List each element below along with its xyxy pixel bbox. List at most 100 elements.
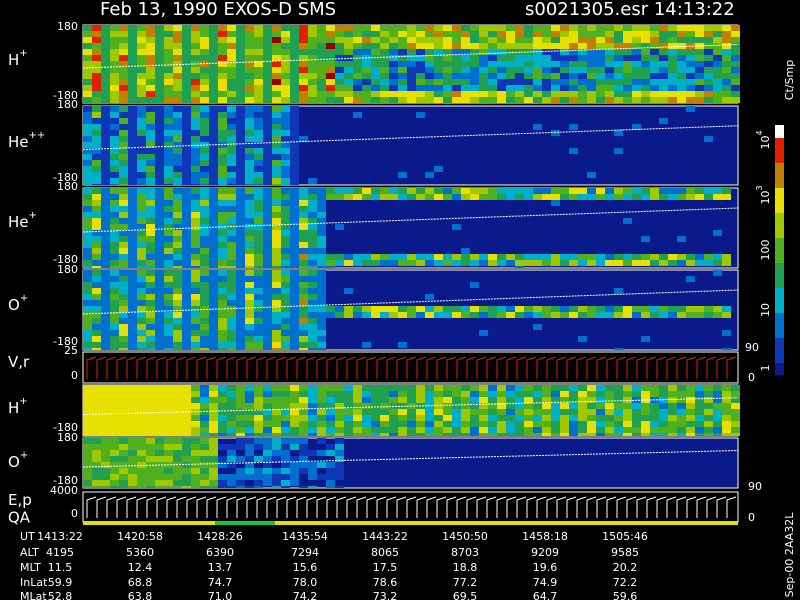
spectrogram-cell [92,218,101,224]
spectrogram-cell [119,421,128,427]
spectrogram-cell [722,25,731,31]
spectrogram-cell [191,421,200,427]
spectrogram-cell [137,142,146,148]
spectrogram-cell [290,25,299,31]
spectrogram-cell [506,97,515,103]
spectrogram-cell [227,444,236,450]
spectrogram-cell [452,194,461,200]
spectrogram-cell [434,91,443,97]
spectrogram-cell [92,79,101,85]
spectrogram-cell [299,270,308,276]
spectrogram-cell [191,230,200,236]
spectrogram-cell [164,415,173,421]
spectrogram-cell [380,67,389,73]
spectrogram-cell [218,91,227,97]
spectrogram-cell [254,480,263,486]
spectrogram-cell [461,403,470,409]
spectrogram-cell [308,391,317,397]
spectrogram-cell [308,67,317,73]
spectrogram-cell [227,43,236,49]
spectrogram-cell [416,91,425,97]
spectrogram-cell [605,49,614,55]
spectrogram-cell [416,254,425,260]
spectrogram-cell [245,230,254,236]
spectrogram-cell [317,224,326,230]
spectrogram-cell [245,49,254,55]
spectrogram-cell [281,200,290,206]
spectrogram-cell [452,49,461,55]
spectrogram-cell [254,348,263,350]
spectrogram-cell [191,248,200,254]
spectrogram-cell [641,306,650,312]
spectrogram-cell [245,91,254,97]
spectrogram-cell [155,260,164,266]
spectrogram-cell [497,91,506,97]
spectrogram-cell [254,444,263,450]
spectrogram-cell [209,91,218,97]
spectrogram-cell [272,421,281,427]
spectrogram-cell [641,421,650,427]
spectrogram-cell [290,97,299,103]
spectrogram-cell [137,397,146,403]
spectrogram-cell [200,306,209,312]
spectrogram-cell [353,397,362,403]
spectrogram-cell [668,55,677,61]
spectrogram-cell [173,184,182,185]
spectrogram-cell [218,300,227,306]
spectrogram-cell [164,288,173,294]
spectrogram-cell [137,409,146,415]
cell: 9585 [611,546,639,559]
spectrogram-cell [317,85,326,91]
spectrogram-cell [182,415,191,421]
spectrogram-cell [650,79,659,85]
spectrogram-cell [731,61,740,67]
spectrogram-cell [137,486,146,488]
spectrogram-cell [344,391,353,397]
spectrogram-cell [236,421,245,427]
spectrogram-cell [164,403,173,409]
spectrogram-cell [659,306,668,312]
spectrogram-cell [182,324,191,330]
spectrogram-cell [497,73,506,79]
spectrogram-cell [722,421,731,427]
spectrogram-cell [209,266,218,268]
spectrogram-cell [533,85,542,91]
spectrogram-cell [470,55,479,61]
spectrogram-cell [110,112,119,118]
spectrogram-cell [119,336,128,342]
spectrogram-cell [92,242,101,248]
spectrogram-cell [254,37,263,43]
spectrogram-cell [245,348,254,350]
spectrogram-cell [398,312,407,318]
spectrogram-cell [227,294,236,300]
spectrogram-cell [299,236,308,242]
spectrogram-cell [218,242,227,248]
spectrogram-cell [713,43,722,49]
spectrogram-cell [164,37,173,43]
spectrogram-cell [605,391,614,397]
spectrogram-cell [560,55,569,61]
spectrogram-cell [254,294,263,300]
spectrogram-cell [290,312,299,318]
spectrogram-cell [695,91,704,97]
spectrogram-cell [317,330,326,336]
spectrogram-cell [695,391,704,397]
spectrogram-cell [92,212,101,218]
spectrogram-cell [722,91,731,97]
colorbar-label-base: 10 [759,136,772,150]
spectrogram-cell [254,230,263,236]
spectrogram-cell [155,421,164,427]
spectrogram-cell [263,142,272,148]
spectrogram-cell [209,67,218,73]
spectrogram-cell [227,118,236,124]
spectrogram-cell [218,415,227,421]
spectrogram-cell [101,300,110,306]
spectrogram-cell [614,415,623,421]
spectrogram-cell [605,306,614,312]
spectrogram-cell [272,270,281,276]
spectrogram-cell [101,312,110,318]
spectrogram-cell [623,260,632,266]
spectrogram-cell [245,136,254,142]
spectrogram-cell [380,37,389,43]
spectrogram-cell [407,433,416,436]
